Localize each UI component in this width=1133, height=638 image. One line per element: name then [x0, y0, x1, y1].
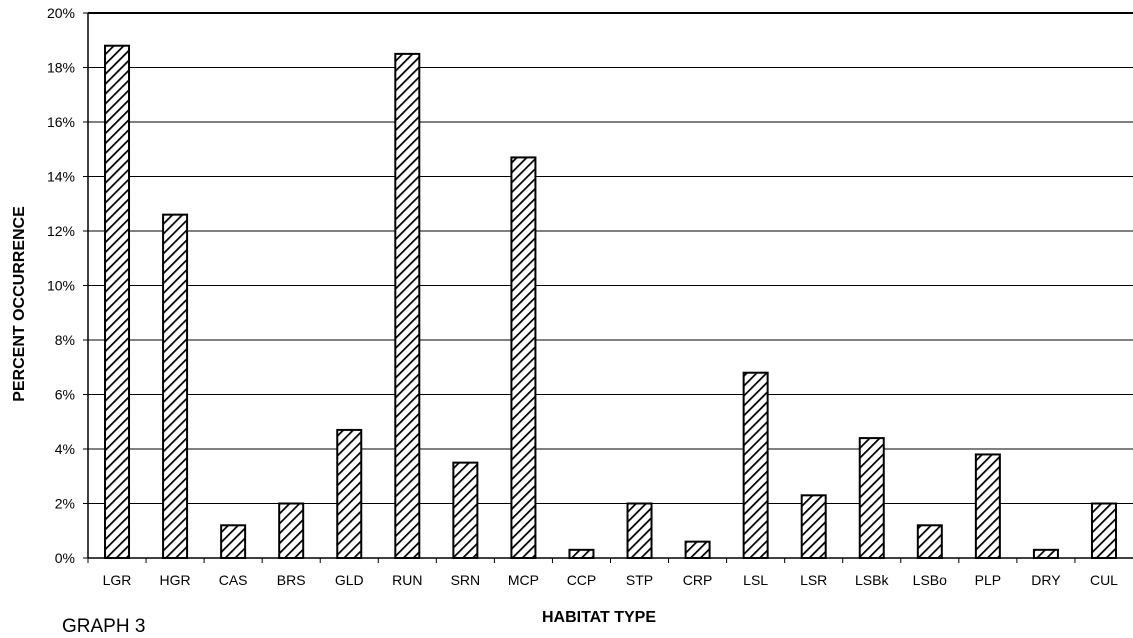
x-tick-label: HGR — [160, 572, 191, 588]
bar-srn — [452, 461, 479, 559]
x-tick-label: CAS — [219, 572, 248, 588]
x-tick-label: LSR — [800, 572, 827, 588]
bar-plp — [974, 453, 1001, 560]
bar-ccp — [568, 548, 595, 560]
bar-dry — [1032, 548, 1059, 560]
axes — [83, 12, 1133, 563]
bar-lsbo — [916, 524, 943, 559]
y-tick-label: 8% — [55, 332, 75, 348]
x-tick-label: DRY — [1031, 572, 1061, 588]
x-tick-label: SRN — [451, 572, 481, 588]
x-tick-label: LSL — [743, 572, 768, 588]
y-tick-label: 4% — [55, 441, 75, 457]
bar-cas — [220, 524, 247, 559]
y-tick-label: 0% — [55, 550, 75, 566]
y-tick-label: 6% — [55, 387, 75, 403]
y-tick-label: 2% — [55, 496, 75, 512]
y-tick-label: 16% — [47, 114, 75, 130]
bar-mcp — [510, 156, 537, 560]
x-tick-label: GLD — [335, 572, 364, 588]
x-tick-label: RUN — [392, 572, 422, 588]
bar-lgr — [104, 44, 131, 559]
x-tick-label: CCP — [567, 572, 597, 588]
bar-gld — [336, 428, 363, 559]
bar-brs — [278, 502, 305, 559]
graph-caption: GRAPH 3 — [62, 616, 146, 637]
bars — [104, 44, 1117, 560]
gridlines — [88, 12, 1133, 504]
x-tick-label: STP — [626, 572, 653, 588]
bar-lsr — [800, 494, 827, 560]
bar-cul — [1090, 502, 1117, 559]
bar-stp — [626, 502, 653, 559]
x-tick-label: MCP — [508, 572, 539, 588]
x-tick-label: LSBo — [913, 572, 947, 588]
y-tick-label: 10% — [47, 278, 75, 294]
x-tick-label: BRS — [277, 572, 306, 588]
y-tick-label: 12% — [47, 223, 75, 239]
bar-lsl — [742, 371, 769, 560]
x-tick-label: PLP — [975, 572, 1001, 588]
bar-lsbk — [858, 437, 885, 560]
y-axis-title: PERCENT OCCURRENCE — [11, 206, 28, 402]
bar-crp — [684, 540, 711, 560]
y-tick-label: 14% — [47, 169, 75, 185]
y-tick-label: 20% — [47, 5, 75, 21]
x-tick-labels: LGR HGR CAS BRS GLD RUN SRN MCP CCP STP CRP LSL LSR L… — [103, 572, 1119, 588]
x-tick-label: LGR — [103, 572, 132, 588]
y-tick-labels: 0% 2% 4% 6% 8% 10% 12% 14% 16% 18% 20% — [47, 5, 75, 566]
bar-run — [394, 52, 421, 559]
x-tick-label: CUL — [1090, 572, 1118, 588]
y-tick-label: 18% — [47, 60, 75, 76]
x-axis-title: HABITAT TYPE — [542, 609, 656, 626]
bar-hgr — [162, 213, 189, 559]
x-tick-label: LSBk — [855, 572, 889, 588]
x-tick-label: CRP — [683, 572, 713, 588]
